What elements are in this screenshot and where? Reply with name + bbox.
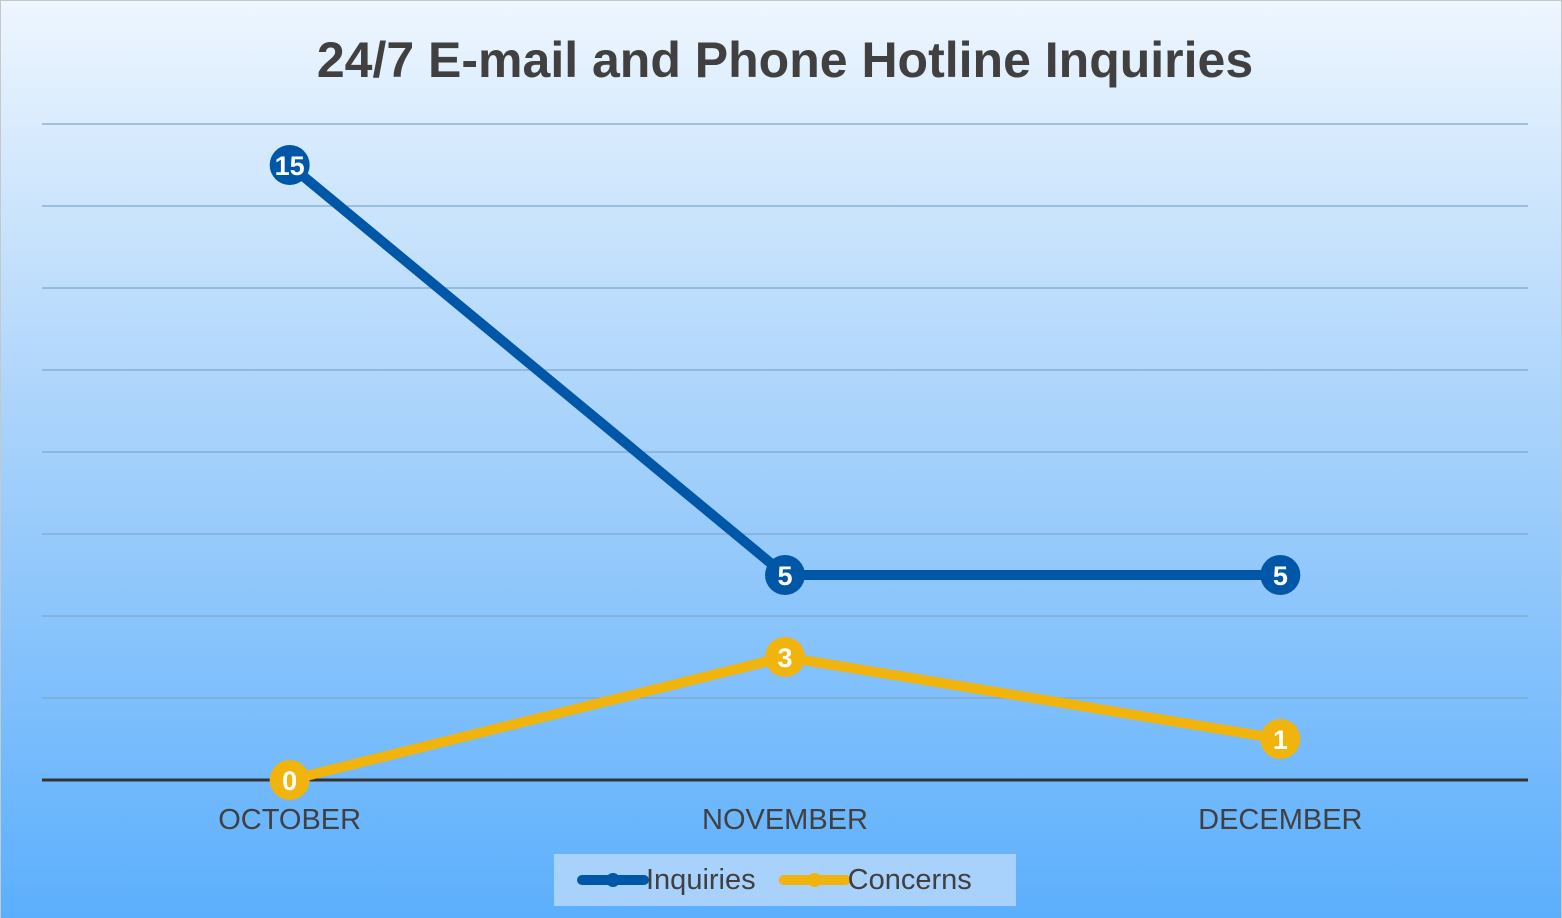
data-label: 0 <box>282 766 297 796</box>
marker <box>765 637 805 677</box>
legend-marker <box>807 873 822 887</box>
legend-marker <box>606 873 620 887</box>
data-label: 5 <box>777 561 792 591</box>
chart-title: 24/7 E-mail and Phone Hotline Inquiries <box>317 32 1253 88</box>
marker <box>765 555 805 595</box>
data-label: 1 <box>1273 725 1288 755</box>
marker <box>269 760 310 800</box>
legend-label: Concerns <box>848 864 972 896</box>
x-tick-label: DECEMBER <box>1198 804 1362 836</box>
data-label: 3 <box>777 643 792 673</box>
marker <box>1260 719 1301 759</box>
x-tick-label: OCTOBER <box>218 804 361 836</box>
marker <box>1260 555 1301 595</box>
marker <box>269 145 310 185</box>
x-tick-label: NOVEMBER <box>702 804 868 836</box>
data-label: 15 <box>275 151 305 181</box>
data-label: 5 <box>1273 561 1288 591</box>
legend-label: Inquiries <box>646 864 756 896</box>
